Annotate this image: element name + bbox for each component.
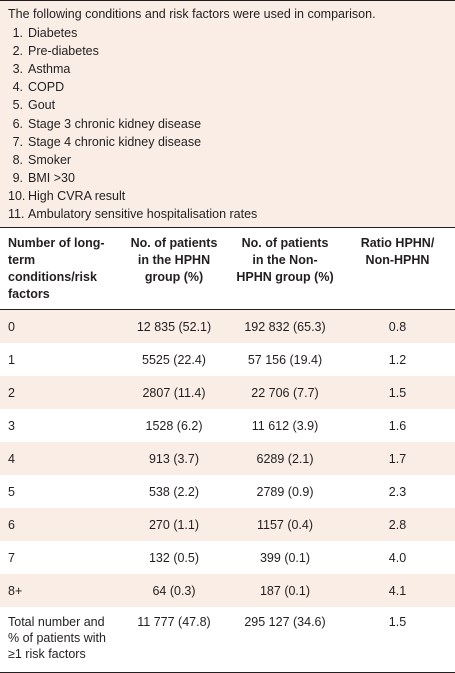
table-cell: 1	[8, 352, 15, 367]
table-cell: 399 (0.1)	[259, 550, 311, 565]
list-item: 9. BMI >30	[8, 169, 447, 187]
table-cell: 0.8	[340, 309, 455, 344]
list-item-number: 6.	[12, 116, 23, 131]
list-item: 6. Stage 3 chronic kidney disease	[8, 115, 447, 133]
table-cell: 1157 (0.4)	[230, 508, 340, 542]
list-item-number: 1.	[12, 26, 23, 41]
table-notes: The following conditions and risk factor…	[0, 0, 455, 228]
table-cell: 270 (1.1)	[118, 508, 230, 542]
table-cell: 5525 (22.4)	[142, 352, 206, 367]
list-item: 3. Asthma	[8, 60, 447, 78]
list-item-number: 3.	[12, 62, 23, 77]
column-header: No. of patients in the Non-HPHN group (%…	[230, 228, 340, 311]
list-item-text: COPD	[28, 80, 65, 95]
list-item-text: Stage 3 chronic kidney disease	[28, 116, 202, 131]
table-row: 5 538 (2.2) 2789 (0.9) 2.3	[0, 475, 455, 508]
table-cell: 5	[8, 484, 15, 499]
table-cell: 1528 (6.2)	[145, 418, 203, 433]
table-cell: 4	[0, 442, 118, 476]
table-row: 3 1528 (6.2) 11 612 (3.9) 1.6	[0, 409, 455, 442]
table-row: 2 2807 (11.4) 22 706 (7.7) 1.5	[0, 376, 455, 410]
list-item-text: Smoker	[28, 152, 72, 167]
table-cell: 4.0	[388, 550, 407, 565]
table-cell: 3	[8, 418, 15, 433]
table-cell: 1.2	[388, 352, 407, 367]
list-item-text: Diabetes	[28, 26, 78, 41]
list-item-text: BMI >30	[28, 170, 75, 185]
list-item-text: High CVRA result	[28, 188, 126, 203]
table-cell: 192 832 (65.3)	[230, 309, 340, 344]
list-item-text: Asthma	[28, 62, 71, 77]
table-cell: 2.3	[388, 484, 407, 499]
table-cell: 132 (0.5)	[148, 550, 200, 565]
table-row: 4 913 (3.7) 6289 (2.1) 1.7	[0, 442, 455, 476]
divider	[0, 227, 455, 229]
table-cell: 0	[0, 309, 118, 344]
table-cell: 64 (0.3)	[118, 574, 230, 608]
list-item: 11. Ambulatory sensitive hospitalisation …	[8, 205, 447, 223]
list-item-text: Pre-diabetes	[28, 44, 99, 59]
table-cell: 4.1	[340, 574, 455, 608]
list-item: 2. Pre-diabetes	[8, 42, 447, 60]
table-cell: 6289 (2.1)	[230, 442, 340, 476]
table-row: 1 5525 (22.4) 57 156 (19.4) 1.2	[0, 343, 455, 376]
table-cell: 538 (2.2)	[148, 484, 200, 499]
column-header: Ratio HPHN/ Non-HPHN	[340, 228, 455, 311]
table-row: 8+ 64 (0.3) 187 (0.1) 4.1	[0, 574, 455, 608]
table-cell: 12 835 (52.1)	[118, 309, 230, 344]
table-row: 7 132 (0.5) 399 (0.1) 4.0	[0, 541, 455, 574]
table-row: 6 270 (1.1) 1157 (0.4) 2.8	[0, 508, 455, 542]
list-item-number: 11.	[8, 207, 25, 222]
column-header: No. of patients in the HPHN group (%)	[118, 228, 230, 311]
table-header-row: Number of long-term conditions/risk fact…	[0, 228, 455, 311]
list-item: 1. Diabetes	[8, 24, 447, 42]
table-row: 0 12 835 (52.1) 192 832 (65.3) 0.8	[0, 309, 455, 344]
table-cell: 913 (3.7)	[118, 442, 230, 476]
table-cell: 1.6	[388, 418, 407, 433]
list-item-number: 8.	[12, 152, 23, 167]
risk-factor-list: 1. Diabetes 2. Pre-diabetes 3. Asthma 4. COP…	[8, 24, 447, 223]
table-cell: 2	[0, 376, 118, 410]
data-table: Number of long-term conditions/risk fact…	[0, 228, 455, 673]
table-cell: 1.5	[388, 615, 407, 630]
column-header: Number of long-term conditions/risk fact…	[0, 228, 118, 311]
list-item-text: Ambulatory sensitive hospitalisation rat…	[28, 207, 258, 222]
table-cell: 295 127 (34.6)	[244, 615, 326, 630]
list-item-number: 7.	[12, 134, 23, 149]
table-cell: 2807 (11.4)	[118, 376, 230, 410]
table-cell: 187 (0.1)	[230, 574, 340, 608]
list-item-text: Stage 4 chronic kidney disease	[28, 134, 202, 149]
table-cell: 2789 (0.9)	[256, 484, 314, 499]
list-item-number: 4.	[12, 80, 23, 95]
table-cell: 6	[0, 508, 118, 542]
list-item-number: 2.	[12, 44, 23, 59]
table-cell: 57 156 (19.4)	[247, 352, 323, 367]
list-item-text: Gout	[28, 98, 56, 113]
table-cell: 1.5	[340, 376, 455, 410]
table-cell: 7	[8, 550, 15, 565]
table-cell: 11 777 (47.8)	[137, 615, 211, 630]
list-item-number: 5.	[12, 98, 23, 113]
list-item-number: 9.	[12, 170, 23, 185]
list-item: 5. Gout	[8, 96, 447, 114]
table-cell: 1.7	[340, 442, 455, 476]
list-item: 8. Smoker	[8, 151, 447, 169]
table-cell: 11 612 (3.9)	[251, 418, 319, 433]
table-cell: Total number and % of patients with ≥1 r…	[8, 615, 106, 662]
notes-intro: The following conditions and risk factor…	[8, 7, 376, 21]
table-total-row: Total number and % of patients with ≥1 r…	[0, 607, 455, 673]
table-cell: 8+	[0, 574, 118, 608]
list-item: 7. Stage 4 chronic kidney disease	[8, 133, 447, 151]
table-cell: 2.8	[340, 508, 455, 542]
list-item: 10. High CVRA result	[8, 187, 447, 205]
list-item: 4. COPD	[8, 78, 447, 96]
table-cell: 22 706 (7.7)	[230, 376, 340, 410]
list-item-number: 10.	[8, 188, 26, 203]
